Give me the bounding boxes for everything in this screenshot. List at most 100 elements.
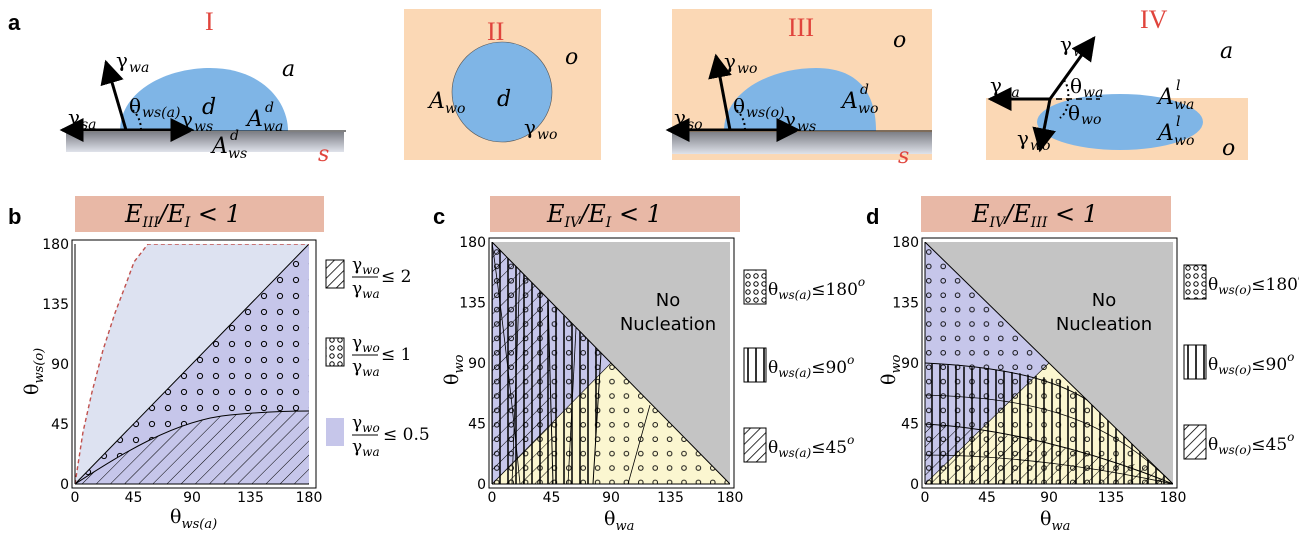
dashed-boundary xyxy=(75,244,309,484)
theta-wa: θ xyxy=(1070,74,1082,98)
gamma-oa: γ xyxy=(990,73,1002,97)
x-tick-label: 0 xyxy=(71,490,80,506)
svg-text:sa: sa xyxy=(81,117,97,133)
title-band-b xyxy=(75,196,324,232)
schematic-I: I a s d γ wa γ sa γ ws θ ws(a) A wa d A … xyxy=(59,7,346,167)
legend-d-item-2: θws(o)≤90o xyxy=(1208,350,1294,377)
x-tick-label: 135 xyxy=(1098,490,1125,506)
x-tick-label: 180 xyxy=(717,490,744,506)
panel-label-d: d xyxy=(866,204,879,229)
y-tick-label: 90 xyxy=(51,357,69,373)
svg-text:d: d xyxy=(860,82,869,98)
phase-label-a: a xyxy=(282,57,295,82)
svg-text:oa: oa xyxy=(1003,85,1020,101)
svg-text:γwa: γwa xyxy=(352,437,380,459)
chart-b-title: EIII/EI < 1 xyxy=(124,200,241,231)
y-tick-label: 180 xyxy=(42,237,69,253)
roman-I: I xyxy=(205,7,214,36)
svg-text:≤ 1: ≤ 1 xyxy=(381,345,411,365)
legend-b-item-2: γwo γwa ≤ 1 xyxy=(352,333,411,379)
y-tick-label: 45 xyxy=(51,417,69,433)
phase-label-o: o xyxy=(565,45,578,70)
droplet xyxy=(120,68,288,131)
svg-text:γwo: γwo xyxy=(352,333,380,355)
gamma-ws: γ xyxy=(784,107,796,131)
drop-label: d xyxy=(202,95,216,120)
svg-text:wa: wa xyxy=(1174,97,1194,113)
svg-text:wo: wo xyxy=(1081,112,1101,128)
legend-d-item-1: θws(o)≤180o xyxy=(1208,270,1299,297)
ylabel-d: θwo xyxy=(878,354,904,385)
area-wa: A xyxy=(1156,85,1174,110)
title-band-c xyxy=(490,196,740,232)
droplet xyxy=(724,68,876,131)
svg-text:ws(a): ws(a) xyxy=(142,105,180,121)
x-tick-label: 45 xyxy=(543,490,561,506)
x-tick-label: 90 xyxy=(602,490,620,506)
svg-text:ws: ws xyxy=(228,146,247,162)
y-tick-label: 0 xyxy=(910,477,919,493)
svg-text:≤ 2: ≤ 2 xyxy=(381,267,411,287)
panel-label-a: a xyxy=(8,10,21,35)
roman-III: III xyxy=(788,13,814,42)
gamma-sa: γ xyxy=(68,105,80,129)
area-wo: A xyxy=(840,89,858,114)
svg-text:γwa: γwa xyxy=(352,357,380,379)
y-tick-label: 0 xyxy=(60,477,69,493)
annotation-no-d: No xyxy=(1092,290,1116,311)
y-tick-label: 90 xyxy=(901,356,919,372)
legend-d-item-3: θws(o)≤45o xyxy=(1208,430,1294,457)
legend-c-item-1: θws(a)≤180o xyxy=(768,275,865,302)
gamma-wo: γ xyxy=(724,49,736,73)
x-tick-label: 135 xyxy=(237,490,264,506)
gamma-wa: γ xyxy=(1060,32,1072,56)
y-tick-label: 90 xyxy=(468,356,486,372)
substrate xyxy=(672,132,932,154)
chart-b: EIII/EI < 1 0 45 90 135 180 0 45 90 135 180 θws(a… xyxy=(21,196,430,532)
x-tick-label: 0 xyxy=(488,490,497,506)
legend-c: θws(a)≤180o θws(a)≤90o θws(a)≤45o xyxy=(743,269,865,463)
xlabel-d: θwa xyxy=(1040,508,1070,534)
substrate xyxy=(66,132,344,152)
theta-wo: θ xyxy=(1068,101,1080,125)
svg-text:γwa: γwa xyxy=(352,279,380,301)
x-tick-label: 45 xyxy=(978,490,996,506)
substrate-label: s xyxy=(318,142,329,167)
svg-text:wo: wo xyxy=(1030,138,1050,154)
svg-text:d: d xyxy=(230,128,239,144)
svg-text:wo: wo xyxy=(445,101,465,117)
axis-ticks-c: 0 45 90 135 180 0 45 90 135 180 xyxy=(459,235,743,506)
theta-ws-a: θ xyxy=(129,94,141,118)
y-tick-label: 180 xyxy=(892,235,919,251)
phase-label-a: a xyxy=(1220,39,1233,64)
svg-text:≤ 0.5: ≤ 0.5 xyxy=(383,425,430,445)
ylabel-c: θwo xyxy=(441,354,467,385)
roman-IV: IV xyxy=(1140,5,1168,34)
area-wo: A xyxy=(1156,121,1174,146)
svg-text:wo: wo xyxy=(1174,133,1194,149)
svg-text:wa: wa xyxy=(1073,44,1093,60)
svg-text:wo: wo xyxy=(537,127,557,143)
substrate-label: s xyxy=(898,144,909,169)
svg-text:ws: ws xyxy=(797,119,816,135)
svg-text:wo: wo xyxy=(737,61,757,77)
gamma-wo: γ xyxy=(524,115,536,139)
area-wa: A xyxy=(245,107,263,132)
axis-ticks-b: 0 45 90 135 180 0 45 90 135 180 xyxy=(42,237,322,506)
svg-text:l: l xyxy=(1176,114,1180,130)
lens-droplet xyxy=(1037,94,1203,150)
area-wo: A xyxy=(427,89,445,114)
svg-text:so: so xyxy=(687,117,703,133)
droplet xyxy=(451,41,553,143)
annotation-no-c: No xyxy=(656,290,680,311)
legend-b-item-3: γwo γwa ≤ 0.5 xyxy=(352,413,430,459)
legend-b-item-1: γwo γwa ≤ 2 xyxy=(352,255,411,301)
y-tick-label: 135 xyxy=(42,297,69,313)
svg-text:wa: wa xyxy=(263,119,283,135)
legend-b: γwo γwa ≤ 2 γwo γwa ≤ 1 γwo γwa ≤ 0.5 xyxy=(325,255,430,459)
x-tick-label: 135 xyxy=(657,490,684,506)
schematic-IV: IV a o γ wa γ oa γ wo θ wa θ wo A wa l A… xyxy=(986,5,1248,161)
svg-text:d: d xyxy=(265,100,274,116)
annotation-nucleation-d: Nucleation xyxy=(1056,314,1152,335)
